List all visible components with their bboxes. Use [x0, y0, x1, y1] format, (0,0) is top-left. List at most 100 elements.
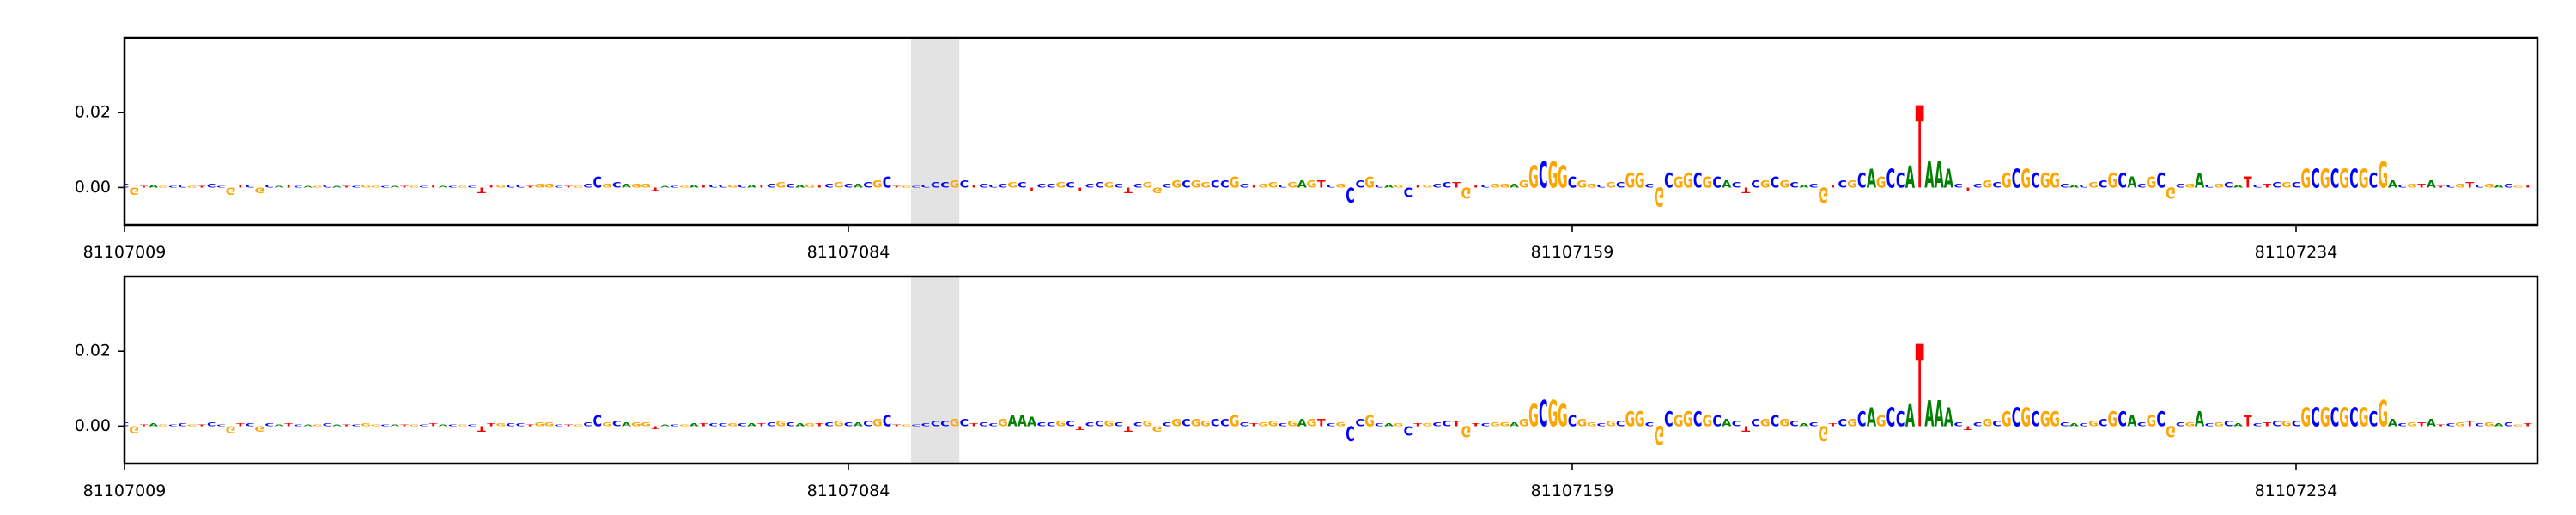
base-letter: G [1490, 421, 1500, 427]
base-letter: C [940, 419, 950, 427]
base-letter: C [555, 185, 564, 188]
base-letter: T [140, 185, 149, 188]
base-letter: C [1375, 184, 1384, 189]
base-letter: T [284, 184, 294, 189]
base-letter: C [1037, 421, 1047, 427]
base-letter: G [370, 424, 380, 427]
base-letter: C [1712, 173, 1722, 191]
base-letter: A [1905, 161, 1915, 196]
base-letter: G [2050, 408, 2060, 432]
base-letter: A [795, 184, 805, 189]
base-letter: C [988, 422, 998, 427]
base-letter: G [1760, 179, 1771, 191]
base-letter: G [2300, 163, 2311, 194]
base-letter: C [419, 424, 428, 427]
base-letter: G [1423, 422, 1433, 427]
base-letter: C [168, 185, 178, 188]
base-letter: C [988, 184, 998, 189]
base-letter: T [284, 422, 294, 427]
base-letter: T [429, 422, 439, 427]
base-letter: T [1028, 186, 1036, 192]
base-letter: C [1114, 183, 1123, 189]
base-letter: A [2494, 184, 2504, 189]
base-letter: C [1568, 173, 1577, 191]
base-letter: G [1702, 173, 1712, 191]
base-letter: C [1279, 422, 1288, 427]
base-letter: A [274, 424, 283, 427]
base-letter: C [264, 422, 274, 427]
base-letter: C [1481, 184, 1491, 189]
base-letter: G [2407, 421, 2417, 427]
base-letter: C [2330, 402, 2340, 433]
base-letter: G [2088, 180, 2099, 189]
base-letter: G [2359, 402, 2369, 433]
base-letter: G [495, 422, 506, 427]
base-letter: C [592, 173, 602, 191]
base-letter: C [2205, 184, 2215, 189]
base-letter: G [1191, 417, 1201, 429]
base-letter: C [1182, 417, 1191, 429]
base-letter: C [1133, 421, 1143, 427]
base-letter: A [2195, 169, 2205, 193]
y-tick-label: 0.02 [75, 342, 111, 360]
base-letter: C [1896, 408, 1905, 432]
base-letter: C [2253, 184, 2263, 189]
base-letter: C [246, 422, 255, 427]
base-letter: G [775, 180, 786, 189]
base-letter: C [2031, 408, 2040, 432]
base-letter: A [2069, 184, 2080, 189]
base-letter: T [477, 185, 487, 194]
base-letter: G [1423, 184, 1433, 189]
base-letter: T [2244, 412, 2252, 430]
base-letter: C [1047, 183, 1056, 189]
base-letter: G [1683, 169, 1693, 193]
base-letter: G [1654, 420, 1664, 451]
base-letter: C [1211, 417, 1220, 429]
base-letter: A [1297, 179, 1308, 191]
base-letter: C [2349, 163, 2359, 194]
base-letter: C [1037, 183, 1047, 189]
base-letter: G [409, 424, 419, 427]
base-letter: A [1008, 412, 1018, 430]
base-letter: C [2176, 421, 2185, 427]
base-letter: G [2378, 394, 2388, 435]
base-letter: C [120, 421, 130, 427]
base-letter: G [1548, 155, 1558, 197]
base-letter: T [564, 424, 574, 427]
base-letter: G [1519, 417, 1529, 429]
base-letter: G [1876, 412, 1886, 430]
x-tick-label: 81107009 [83, 243, 167, 262]
base-letter: G [1287, 419, 1297, 427]
base-letter: G [631, 421, 641, 427]
base-letter: C [824, 421, 834, 427]
base-letter: C [1163, 421, 1172, 427]
base-letter: C [1114, 421, 1123, 427]
base-letter: C [2060, 183, 2069, 189]
base-letter: G [872, 417, 883, 429]
base-letter: C [767, 183, 776, 189]
x-tick-label: 81107159 [1531, 243, 1614, 262]
base-letter: T [236, 184, 246, 189]
x-tick-label: 81107009 [83, 482, 167, 500]
base-letter: T [815, 422, 824, 427]
base-letter: A [332, 185, 342, 188]
base-letter: C [506, 422, 515, 427]
base-letter: C [1240, 183, 1249, 189]
base-letter: T [892, 424, 902, 427]
base-letter: G [534, 421, 544, 427]
base-letter: C [1404, 184, 1413, 198]
base-letter: G [254, 424, 264, 433]
base-letter: T [757, 422, 767, 427]
base-letter: G [805, 184, 815, 189]
base-letter: T [2263, 183, 2271, 189]
base-letter: G [998, 417, 1008, 429]
base-letter: C [1539, 155, 1548, 197]
base-letter: G [2184, 421, 2195, 427]
base-letter: G [1606, 419, 1616, 427]
base-letter: T [1829, 422, 1838, 427]
base-letter: G [1171, 417, 1182, 429]
base-letter: A [2069, 422, 2080, 427]
base-letter: C [1018, 180, 1027, 189]
base-letter: A [149, 184, 159, 189]
base-letter: G [2214, 183, 2224, 189]
